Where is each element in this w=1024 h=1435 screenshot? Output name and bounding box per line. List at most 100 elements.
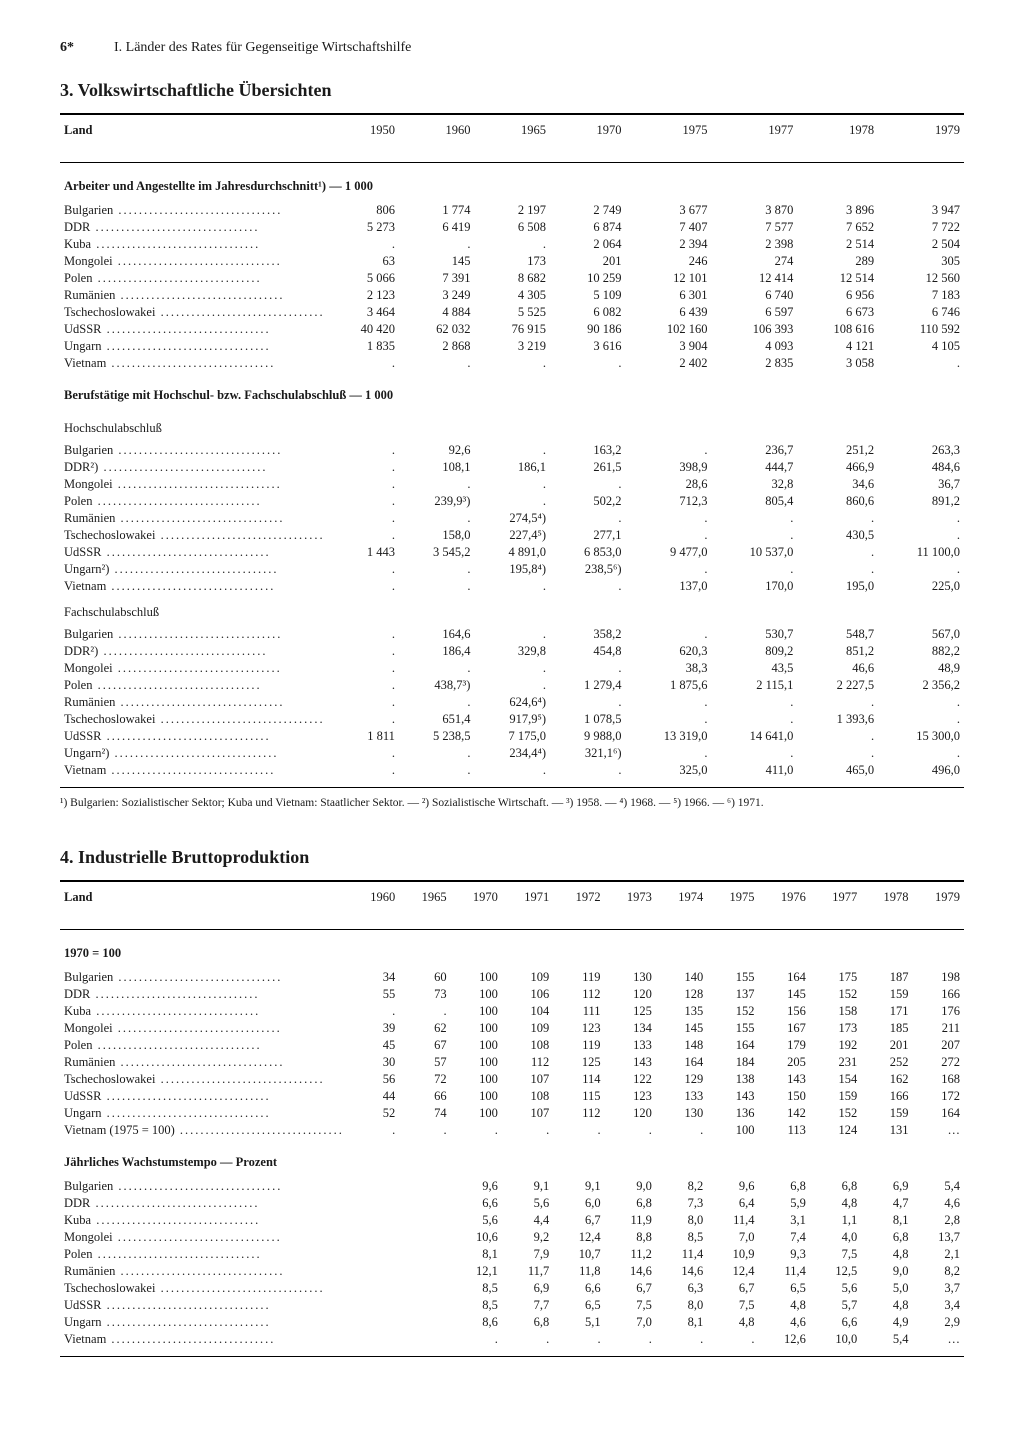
cell-value: 263,3	[878, 442, 964, 459]
cell-value: 4,9	[861, 1314, 912, 1331]
cell-value	[399, 1314, 450, 1331]
cell-value: 130	[605, 969, 656, 986]
cell-value: 809,2	[711, 643, 797, 660]
col-header-year: 1974	[656, 881, 707, 930]
cell-value: 72	[399, 1071, 450, 1088]
table-row: Tschechoslowakei567210010711412212913814…	[60, 1071, 964, 1088]
cell-value: 106	[502, 986, 553, 1003]
cell-value: .	[878, 510, 964, 527]
col-header-year: 1971	[502, 881, 553, 930]
cell-value: 133	[605, 1037, 656, 1054]
cell-value: 110 592	[878, 321, 964, 338]
cell-value: .	[348, 1122, 399, 1139]
cell-value: 6 439	[626, 304, 712, 321]
cell-value	[348, 1297, 399, 1314]
cell-value: 55	[348, 986, 399, 1003]
cell-value: 11,4	[759, 1263, 810, 1280]
cell-value: 6,4	[707, 1195, 758, 1212]
cell-value	[348, 1331, 399, 1348]
table-row: DDR5573100106112120128137145152159166	[60, 986, 964, 1003]
cell-value: 272	[913, 1054, 964, 1071]
cell-value	[399, 1297, 450, 1314]
cell-value: 10,0	[810, 1331, 861, 1348]
cell-value: 130	[656, 1105, 707, 1122]
cell-value: 108	[502, 1088, 553, 1105]
cell-value: 7 577	[711, 219, 797, 236]
row-label: Bulgarien	[64, 203, 282, 217]
cell-value: 11,4	[707, 1212, 758, 1229]
cell-value: 9,3	[759, 1246, 810, 1263]
cell-value: 8,6	[451, 1314, 502, 1331]
cell-value: 2 402	[626, 355, 712, 372]
cell-value: 140	[656, 969, 707, 986]
cell-value: 5,7	[810, 1297, 861, 1314]
cell-value: 100	[451, 969, 502, 986]
col-header-year: 1978	[861, 881, 912, 930]
table-section-3: Land19501960196519701975197719781979 Arb…	[60, 113, 964, 779]
cell-value: .	[553, 1122, 604, 1139]
cell-value: 238,5⁶)	[550, 561, 626, 578]
row-label: Polen	[64, 271, 262, 285]
cell-value: .	[605, 1331, 656, 1348]
cell-value: .	[626, 527, 712, 544]
group-header: 1970 = 100	[60, 929, 964, 969]
cell-value: 2 227,5	[797, 677, 878, 694]
col-header-year: 1972	[553, 881, 604, 930]
row-label: Ungarn	[64, 1106, 271, 1120]
col-header-year: 1979	[913, 881, 964, 930]
table-row: UdSSR1 4433 545,24 891,06 853,09 477,010…	[60, 544, 964, 561]
table-row: Ungarn²)..195,8⁴)238,5⁶)....	[60, 561, 964, 578]
cell-value: 39	[348, 1020, 399, 1037]
cell-value: 2 064	[550, 236, 626, 253]
section-3-title: 3. Volkswirtschaftliche Übersichten	[60, 80, 964, 101]
cell-value: 9 988,0	[550, 728, 626, 745]
cell-value: 44	[348, 1088, 399, 1105]
cell-value: .	[656, 1331, 707, 1348]
cell-value: 123	[553, 1020, 604, 1037]
section-4-title: 4. Industrielle Bruttoproduktion	[60, 847, 964, 868]
cell-value: 45	[348, 1037, 399, 1054]
cell-value: .	[626, 561, 712, 578]
cell-value: 2 398	[711, 236, 797, 253]
cell-value: .	[550, 762, 626, 779]
cell-value: 198	[913, 969, 964, 986]
footnotes-section-3: ¹) Bulgarien: Sozialistischer Sektor; Ku…	[60, 796, 964, 811]
cell-value: 150	[759, 1088, 810, 1105]
cell-value: 4,0	[810, 1229, 861, 1246]
cell-value: .	[329, 493, 399, 510]
cell-value: .	[878, 711, 964, 728]
cell-value: 92,6	[399, 442, 475, 459]
cell-value: 36,7	[878, 476, 964, 493]
cell-value: 2 514	[797, 236, 878, 253]
cell-value: .	[329, 677, 399, 694]
cell-value	[399, 1246, 450, 1263]
table-row: Rumänien..274,5⁴).....	[60, 510, 964, 527]
cell-value: .	[329, 442, 399, 459]
cell-value: .	[399, 694, 475, 711]
cell-value: .	[329, 578, 399, 595]
cell-value: 6,0	[553, 1195, 604, 1212]
cell-value: .	[474, 677, 550, 694]
cell-value	[348, 1263, 399, 1280]
cell-value: 6 508	[474, 219, 550, 236]
cell-value: 57	[399, 1054, 450, 1071]
table-row: Mongolei63145173201246274289305	[60, 253, 964, 270]
table-row: Ungarn5274100107112120130136142152159164	[60, 1105, 964, 1122]
cell-value: 152	[810, 986, 861, 1003]
table-row: Tschechoslowakei.158,0227,4⁵)277,1..430,…	[60, 527, 964, 544]
cell-value: 187	[861, 969, 912, 986]
cell-value: 73	[399, 986, 450, 1003]
cell-value: 107	[502, 1105, 553, 1122]
row-label: Tschechoslowakei	[64, 712, 325, 726]
table-row: Bulgarien9,69,19,19,08,29,66,86,86,95,4	[60, 1178, 964, 1195]
cell-value: 5,4	[861, 1331, 912, 1348]
cell-value: 173	[474, 253, 550, 270]
cell-value: 167	[759, 1020, 810, 1037]
cell-value: 3,7	[913, 1280, 964, 1297]
cell-value: 184	[707, 1054, 758, 1071]
cell-value: 234,4⁴)	[474, 745, 550, 762]
cell-value: 11,8	[553, 1263, 604, 1280]
cell-value: 4 093	[711, 338, 797, 355]
cell-value: 38,3	[626, 660, 712, 677]
cell-value: 484,6	[878, 459, 964, 476]
